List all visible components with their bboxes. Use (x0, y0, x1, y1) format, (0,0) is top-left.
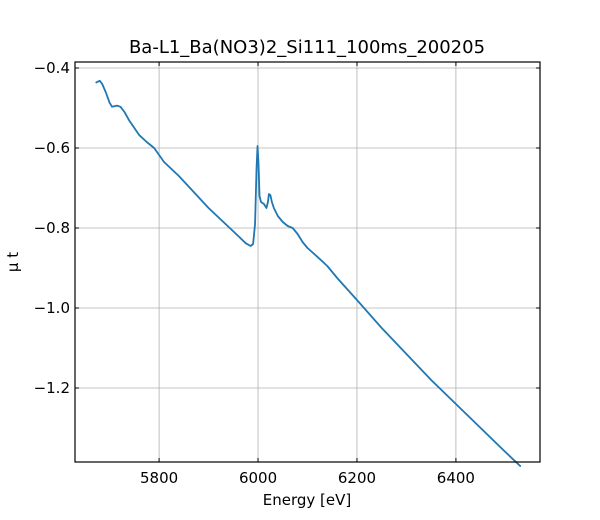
y-tick-label: −0.6 (34, 139, 70, 157)
series-layer (95, 79, 522, 467)
x-tick-label: 6200 (338, 469, 376, 487)
x-ticks: 5800 6000 6200 6400 (140, 62, 475, 487)
x-tick-label: 5800 (140, 469, 178, 487)
grid (75, 62, 540, 462)
y-tick-label: −1.0 (34, 299, 70, 317)
x-axis-label: Energy [eV] (263, 491, 351, 509)
series-line (95, 79, 522, 467)
y-tick-label: −0.4 (34, 59, 70, 77)
plot-frame (74, 61, 541, 463)
x-tick-label: 6400 (437, 469, 475, 487)
y-ticks: −0.4 −0.6 −0.8 −1.0 −1.2 (34, 59, 540, 397)
y-tick-label: −1.2 (34, 379, 70, 397)
x-tick-label: 6000 (239, 469, 277, 487)
y-axis-label: μ t (4, 252, 22, 272)
chart-title: Ba-L1_Ba(NO3)2_Si111_100ms_200205 (129, 37, 485, 58)
y-tick-label: −0.8 (34, 219, 70, 237)
